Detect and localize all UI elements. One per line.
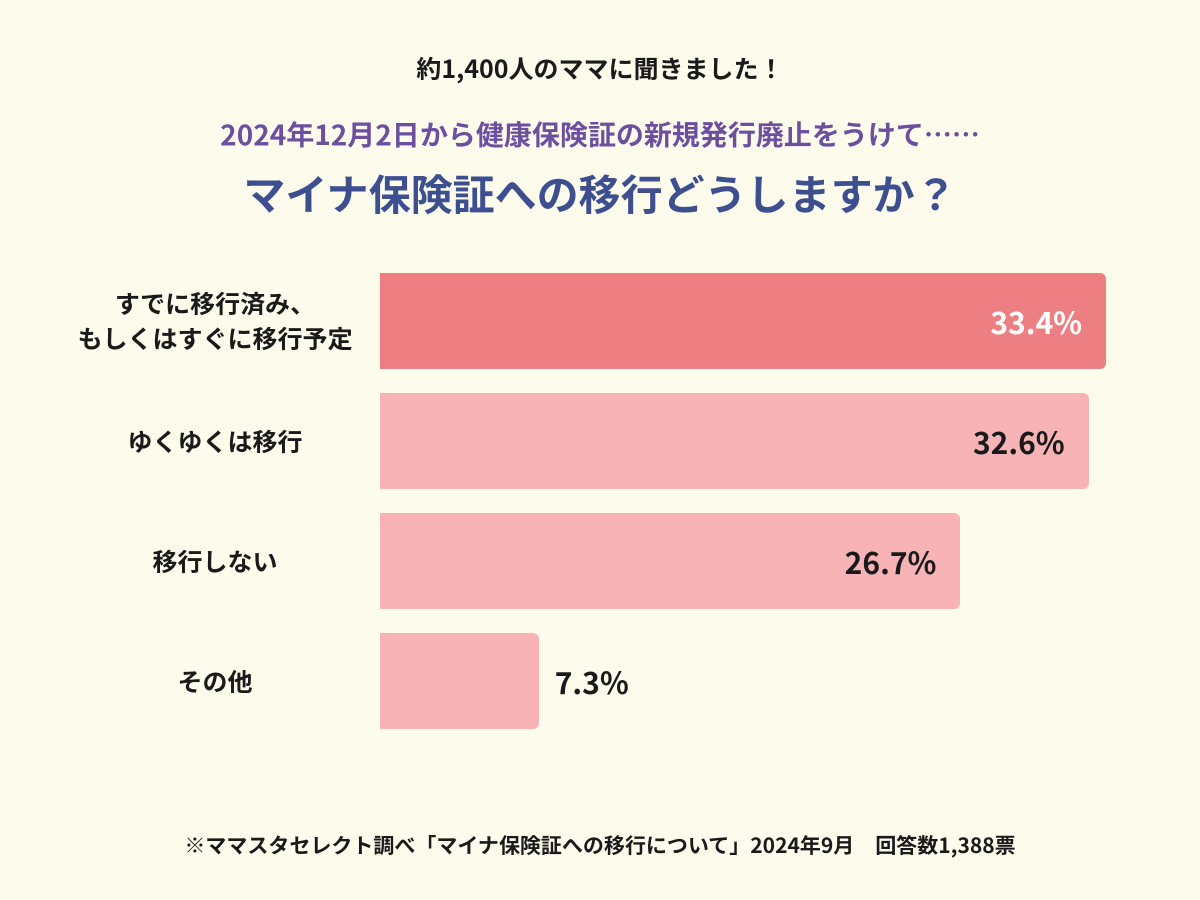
chart-container: 約1,400人のママに聞きました！ 2024年12月2日から健康保険証の新規発行… (0, 0, 1200, 900)
bar-value: 32.6% (973, 419, 1065, 463)
footer-text: ※ママスタセレクト調べ「マイナ保険証への移行について」2024年9月 回答数1,… (60, 830, 1140, 860)
bar-label: その他 (70, 664, 380, 699)
bar-row: すでに移行済み、もしくはすぐに移行予定 33.4% (70, 273, 1130, 369)
bar: 26.7% (380, 513, 960, 609)
bar-value: 26.7% (845, 539, 937, 583)
title-text: マイナ保険証への移行どうしますか？ (60, 162, 1140, 223)
bar-row: その他 7.3% (70, 633, 1130, 729)
subtitle-text: 2024年12月2日から健康保険証の新規発行廃止をうけて…… (60, 114, 1140, 154)
bar-label: ゆくゆくは移行 (70, 424, 380, 459)
bar-label: 移行しない (70, 544, 380, 579)
bar-area: 33.4% (380, 273, 1130, 369)
bar: 7.3% (380, 633, 539, 729)
bar: 32.6% (380, 393, 1089, 489)
bar-value: 33.4% (990, 299, 1082, 343)
bar-area: 7.3% (380, 633, 1130, 729)
bar-row: 移行しない 26.7% (70, 513, 1130, 609)
bar-row: ゆくゆくは移行 32.6% (70, 393, 1130, 489)
bar-value: 7.3% (555, 659, 629, 703)
bar-area: 32.6% (380, 393, 1130, 489)
intro-text: 約1,400人のママに聞きました！ (60, 50, 1140, 86)
header: 約1,400人のママに聞きました！ 2024年12月2日から健康保険証の新規発行… (60, 50, 1140, 223)
bar-chart: すでに移行済み、もしくはすぐに移行予定 33.4% ゆくゆくは移行 32.6% … (60, 273, 1140, 790)
bar: 33.4% (380, 273, 1106, 369)
bar-area: 26.7% (380, 513, 1130, 609)
bar-label: すでに移行済み、もしくはすぐに移行予定 (70, 286, 380, 356)
